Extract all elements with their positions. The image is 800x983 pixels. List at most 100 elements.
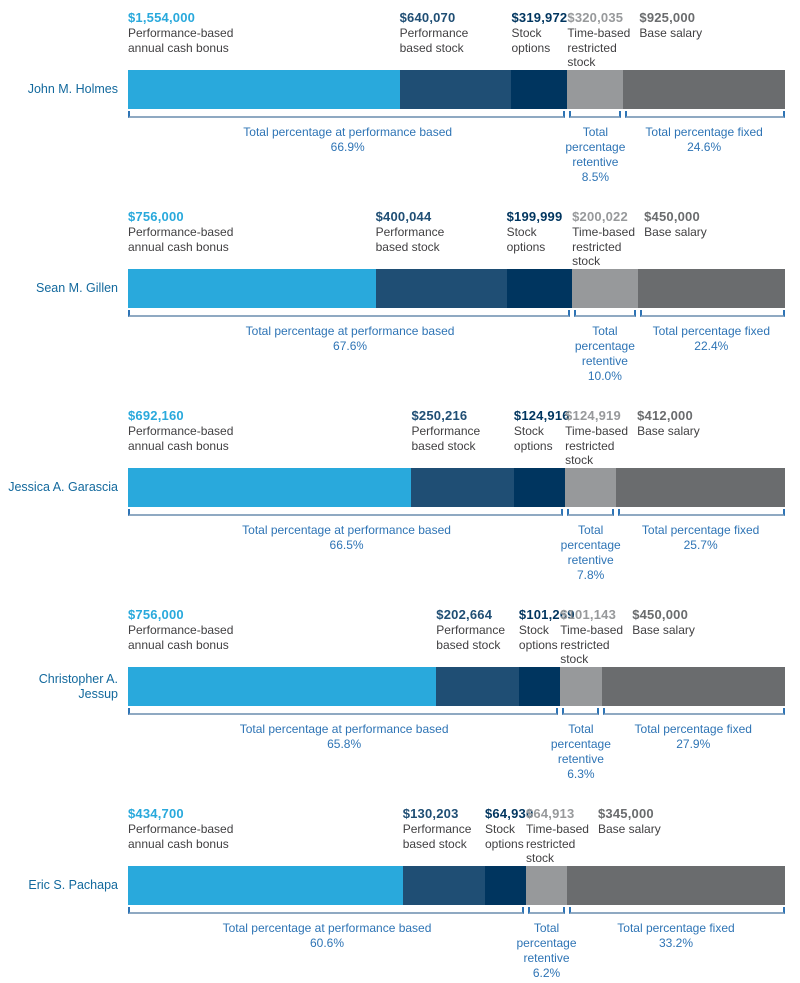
chart-row: $756,000 Performance-based annual cash bo…: [0, 607, 800, 806]
label-value-performance-stock: $640,070: [399, 10, 456, 25]
bar-segment-base-salary: [637, 269, 785, 308]
label-desc-cash-bonus: Performance-based annual cash bonus: [128, 26, 234, 55]
annotation-retentive-pct: 10.0%: [587, 369, 622, 383]
bar-segment-cash-bonus: [128, 866, 403, 905]
annotation-retentive-label-line: percentage: [550, 737, 611, 751]
bar-segment-performance-stock: [375, 269, 507, 308]
label-stock-options: $124,916 Stock options: [514, 408, 574, 453]
label-value-restricted-stock: $101,143: [560, 607, 617, 622]
annotation-fixed-label: Total percentage fixed: [652, 324, 771, 338]
label-value-performance-stock: $250,216: [411, 408, 468, 423]
executive-name: Christopher A. Jessup: [38, 671, 118, 701]
annotation-fixed-label: Total percentage fixed: [641, 523, 760, 537]
bracket-performance: [128, 310, 571, 317]
annotation-performance-label: Total percentage at performance based: [242, 523, 451, 537]
label-desc-base-salary: Base salary: [639, 26, 703, 40]
label-value-cash-bonus: $434,700: [128, 806, 184, 821]
label-value-base-salary: $925,000: [639, 10, 696, 25]
annotation-performance-label: Total percentage at performance based: [243, 125, 453, 139]
annotation-performance: Total percentage at performance based 66.…: [128, 523, 565, 553]
annotation-retentive-pct: 6.2%: [532, 966, 561, 980]
annotation-retentive-label-line: percentage: [516, 936, 577, 950]
bracket-performance: [128, 111, 566, 118]
compensation-bar: [128, 269, 785, 308]
annotation-performance-pct: 67.6%: [333, 339, 368, 353]
annotation-retentive-pct: 6.3%: [567, 767, 595, 781]
label-stock-options: $319,972 Stock options: [512, 10, 572, 55]
bar-segment-restricted-stock: [525, 866, 567, 905]
bracket-retentive: [574, 310, 636, 317]
bracket-annotations: Total percentage at performance based 65.…: [128, 708, 785, 803]
bracket-fixed: [625, 111, 785, 118]
annotation-retentive-label-line: Total: [533, 921, 560, 935]
label-cash-bonus: $434,700 Performance-based annual cash bo…: [128, 806, 268, 851]
label-desc-cash-bonus: Performance-based annual cash bonus: [128, 822, 234, 851]
executive-name: John M. Holmes: [27, 82, 118, 96]
label-performance-stock: $640,070 Performance based stock: [400, 10, 490, 55]
annotation-retentive: Total percentage retentive 7.8%: [536, 523, 646, 583]
bar-segment-cash-bonus: [128, 269, 376, 308]
annotation-fixed: Total percentage fixed 27.9%: [601, 722, 785, 752]
bracket-annotations: Total percentage at performance based 67.…: [128, 310, 785, 405]
bracket-fixed: [603, 708, 785, 715]
bracket-fixed: [618, 509, 785, 516]
label-restricted-stock: $64,913 Time-based restricted stock: [526, 806, 596, 866]
annotation-retentive: Total percentage retentive 10.0%: [550, 324, 660, 384]
label-desc-stock-options: Stock options: [513, 424, 553, 453]
annotation-retentive-label-line: Total: [568, 722, 594, 736]
label-desc-base-salary: Base salary: [644, 225, 707, 239]
bar-segment-performance-stock: [402, 866, 485, 905]
bracket-retentive: [567, 509, 615, 516]
chart-row: $1,554,000 Performance-based annual cash …: [0, 10, 800, 209]
label-value-cash-bonus: $1,554,000: [128, 10, 196, 25]
label-cash-bonus: $756,000 Performance-based annual cash bo…: [128, 607, 268, 652]
label-desc-performance-stock: Performance based stock: [402, 822, 472, 851]
annotation-performance-label: Total percentage at performance based: [245, 324, 455, 338]
bracket-fixed: [569, 907, 785, 914]
chart-row: $756,000 Performance-based annual cash bo…: [0, 209, 800, 408]
annotation-retentive-label-line: percentage: [560, 538, 621, 552]
segment-labels: $1,554,000 Performance-based annual cash …: [128, 10, 785, 70]
annotation-fixed-pct: 22.4%: [694, 339, 729, 353]
bracket-retentive: [528, 907, 565, 914]
annotation-fixed-pct: 33.2%: [658, 936, 693, 950]
label-desc-performance-stock: Performance based stock: [411, 424, 481, 453]
label-value-stock-options: $319,972: [511, 10, 568, 25]
annotation-fixed-pct: 24.6%: [687, 140, 722, 154]
compensation-bar: [128, 667, 785, 706]
annotation-fixed-label: Total percentage fixed: [634, 722, 752, 736]
label-cash-bonus: $692,160 Performance-based annual cash bo…: [128, 408, 268, 453]
label-desc-restricted-stock: Time-based restricted stock: [565, 424, 629, 467]
label-desc-cash-bonus: Performance-based annual cash bonus: [128, 225, 234, 254]
label-desc-restricted-stock: Time-based restricted stock: [560, 623, 624, 666]
annotation-retentive-pct: 8.5%: [581, 170, 610, 184]
bracket-fixed: [639, 310, 785, 317]
label-value-restricted-stock: $64,913: [526, 806, 575, 821]
label-desc-performance-stock: Performance based stock: [399, 26, 469, 55]
label-performance-stock: $400,044 Performance based stock: [376, 209, 466, 254]
bar-segment-stock-options: [506, 269, 573, 308]
bar-segment-restricted-stock: [565, 468, 617, 507]
bar-segment-base-salary: [616, 468, 786, 507]
label-performance-stock: $130,203 Performance based stock: [403, 806, 493, 851]
annotation-performance-pct: 65.8%: [327, 737, 362, 751]
label-value-base-salary: $345,000: [598, 806, 654, 821]
label-value-restricted-stock: $124,919: [565, 408, 621, 423]
label-desc-base-salary: Base salary: [637, 424, 700, 438]
label-stock-options: $101,269 Stock options: [519, 607, 579, 652]
label-desc-cash-bonus: Performance-based annual cash bonus: [128, 623, 234, 652]
label-desc-stock-options: Stock options: [511, 26, 551, 55]
label-value-restricted-stock: $200,022: [572, 209, 628, 224]
annotation-retentive-label-line: percentage: [565, 140, 626, 154]
label-value-cash-bonus: $756,000: [128, 209, 184, 224]
label-performance-stock: $202,664 Performance based stock: [436, 607, 526, 652]
bar-segment-stock-options: [484, 866, 526, 905]
label-base-salary: $412,000 Base salary: [637, 408, 757, 439]
annotation-performance: Total percentage at performance based 67.…: [128, 324, 572, 354]
label-value-stock-options: $101,269: [518, 607, 575, 622]
label-stock-options: $64,930 Stock options: [485, 806, 545, 851]
bar-segment-cash-bonus: [128, 667, 437, 706]
annotation-fixed-label: Total percentage fixed: [617, 921, 735, 935]
annotation-retentive-label-line: retentive: [572, 155, 619, 169]
label-value-cash-bonus: $692,160: [128, 408, 184, 423]
